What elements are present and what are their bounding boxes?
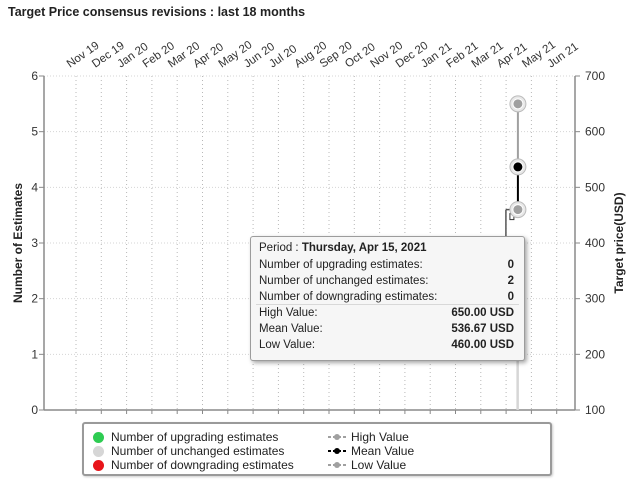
legend-item-high[interactable]: High Value — [328, 430, 409, 444]
legend-item-low[interactable]: Low Value — [328, 458, 406, 472]
y-tick-label-right: 500 — [585, 180, 605, 194]
chart-title: Target Price consensus revisions : last … — [8, 5, 306, 19]
y-tick-label-left: 4 — [31, 180, 38, 194]
tooltip-row-label: Mean Value: — [259, 323, 323, 335]
legend-label: Number of unchanged estimates — [111, 444, 285, 458]
red-dot-icon — [93, 459, 104, 471]
tooltip-divider — [256, 304, 519, 305]
y-tick-label-right: 300 — [585, 292, 605, 306]
y-axis-label-right: Target price(USD) — [612, 192, 626, 293]
y-tick-label-left: 0 — [31, 403, 38, 417]
tooltip-row-value: 650.00 USD — [451, 307, 514, 319]
legend-label: Number of upgrading estimates — [111, 430, 279, 444]
legend-label: High Value — [351, 430, 409, 444]
y-tick-label-left: 5 — [31, 125, 38, 139]
tooltip-row: Number of downgrading estimates: 0 — [259, 291, 514, 306]
y-tick-label-right: 100 — [585, 403, 605, 417]
tooltip-row: Number of upgrading estimates: 0 — [259, 259, 514, 274]
dashed-line-icon — [328, 432, 346, 442]
green-dot-icon — [93, 431, 104, 443]
y-tick-label-right: 400 — [585, 236, 605, 250]
tooltip-row-value: 0 — [507, 259, 514, 271]
y-axis-label-left: Number of Estimates — [11, 183, 25, 303]
y-tick-label-left: 3 — [31, 236, 38, 250]
tooltip-row-value: 2 — [507, 275, 514, 287]
y-tick-label-left: 6 — [31, 69, 38, 83]
y-tick-label-left: 1 — [31, 347, 38, 361]
y-tick-label-right: 600 — [585, 125, 605, 139]
mean-value-point — [512, 161, 524, 173]
tooltip-row-value: 460.00 USD — [451, 339, 514, 351]
tooltip-period: Period : Thursday, Apr 15, 2021 — [259, 242, 514, 257]
low-value-point — [512, 204, 524, 216]
chart-legend: Number of upgrading estimates Number of … — [82, 422, 552, 476]
tooltip-row-label: Low Value: — [259, 339, 316, 351]
dashed-line-icon — [328, 446, 346, 456]
tooltip-row-label: Number of unchanged estimates: — [259, 275, 429, 287]
tooltip-row-value: 0 — [507, 291, 514, 303]
tooltip-period-value: Thursday, Apr 15, 2021 — [301, 242, 427, 254]
tooltip-row: Low Value: 460.00 USD — [259, 339, 514, 354]
tooltip-row-label: Number of downgrading estimates: — [259, 291, 438, 303]
gray-dot-icon — [93, 445, 104, 457]
legend-item-upgrading[interactable]: Number of upgrading estimates — [93, 430, 278, 444]
legend-item-mean[interactable]: Mean Value — [328, 444, 414, 458]
tooltip-row-label: High Value: — [259, 307, 318, 319]
high-value-point — [512, 98, 524, 110]
legend-label: Low Value — [351, 458, 407, 472]
tooltip-period-label: Period : — [259, 242, 299, 254]
tooltip-row: Mean Value: 536.67 USD — [259, 323, 514, 338]
legend-item-downgrading[interactable]: Number of downgrading estimates — [93, 458, 294, 472]
tooltip-row: High Value: 650.00 USD — [259, 307, 514, 322]
y-tick-label-right: 700 — [585, 69, 605, 83]
tooltip-row: Number of unchanged estimates: 2 — [259, 275, 514, 290]
dashed-line-icon — [328, 460, 346, 470]
y-tick-label-right: 200 — [585, 347, 605, 361]
chart-lines — [505, 95, 527, 242]
tooltip: Period : Thursday, Apr 15, 2021 Number o… — [250, 236, 525, 361]
y-tick-label-left: 2 — [31, 292, 38, 306]
tooltip-row-label: Number of upgrading estimates: — [259, 259, 423, 271]
legend-item-unchanged[interactable]: Number of unchanged estimates — [93, 444, 284, 458]
legend-label: Number of downgrading estimates — [111, 458, 294, 472]
legend-label: Mean Value — [351, 444, 415, 458]
tooltip-row-value: 536.67 USD — [451, 323, 514, 335]
